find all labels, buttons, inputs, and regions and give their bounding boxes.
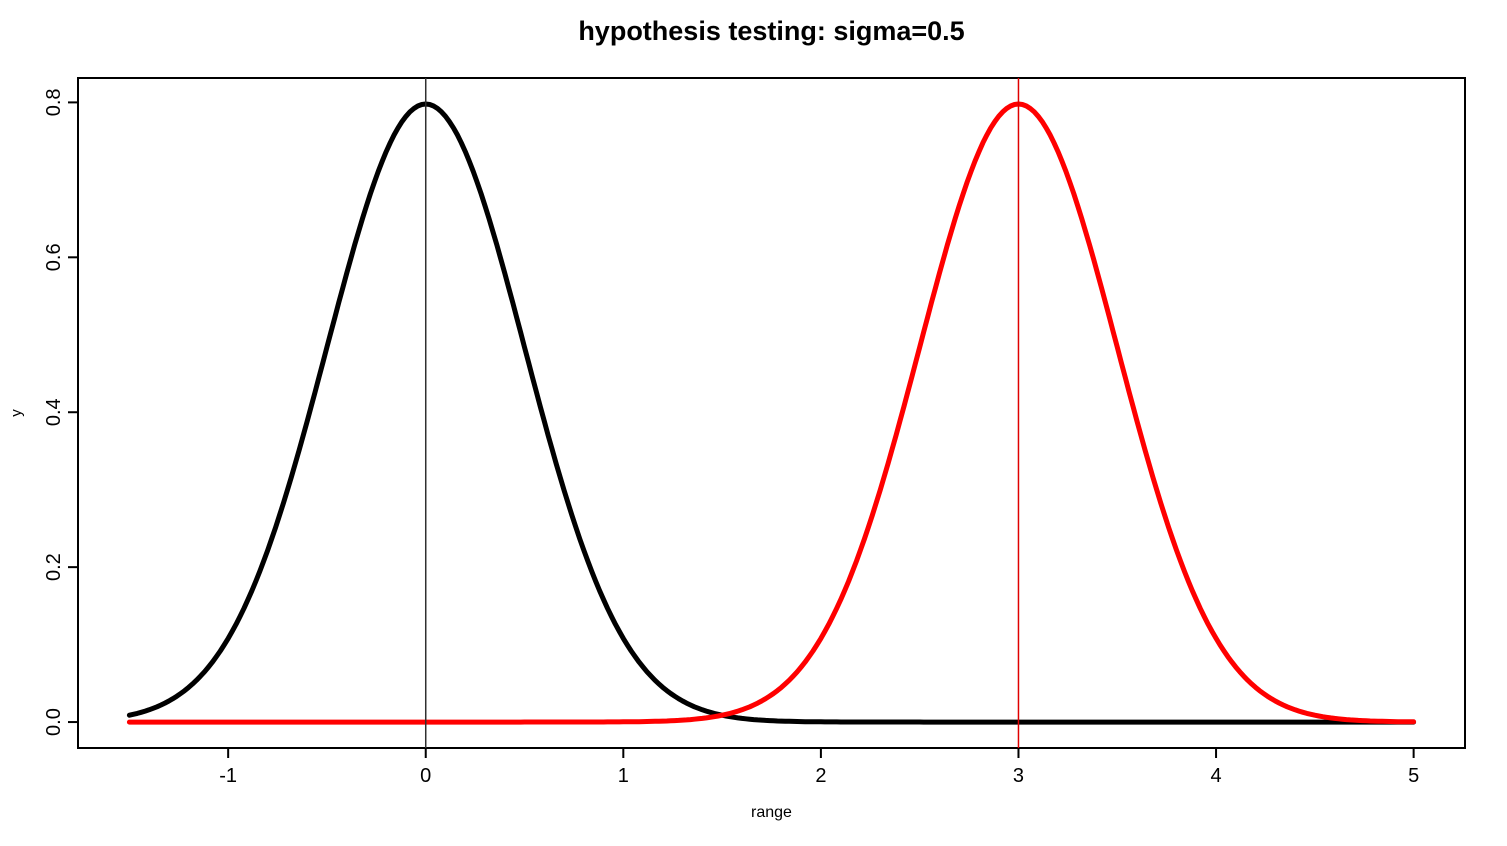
x-tick-label: 4	[1210, 765, 1221, 787]
curve-alternative-hypothesis-density	[126, 101, 1417, 725]
x-tick-label: 3	[1013, 765, 1024, 787]
y-tick-label: 0.8	[43, 88, 65, 116]
y-tick-label: 0.2	[43, 553, 65, 581]
x-tick-label: -1	[219, 765, 237, 787]
y-axis-label: y	[7, 409, 25, 417]
chart-title: hypothesis testing: sigma=0.5	[578, 16, 965, 46]
plot-border	[77, 77, 1466, 749]
x-axis-label: range	[751, 804, 792, 821]
y-tick-label: 0.6	[43, 243, 65, 271]
y-tick-label: 0.4	[43, 398, 65, 426]
x-tick-label: 5	[1408, 765, 1419, 787]
x-tick-label: 2	[815, 765, 826, 787]
x-tick-label: 1	[618, 765, 629, 787]
y-tick-label: 0.0	[43, 708, 65, 736]
x-tick-label: 0	[420, 765, 431, 787]
curve-null-hypothesis-density	[126, 101, 1417, 725]
